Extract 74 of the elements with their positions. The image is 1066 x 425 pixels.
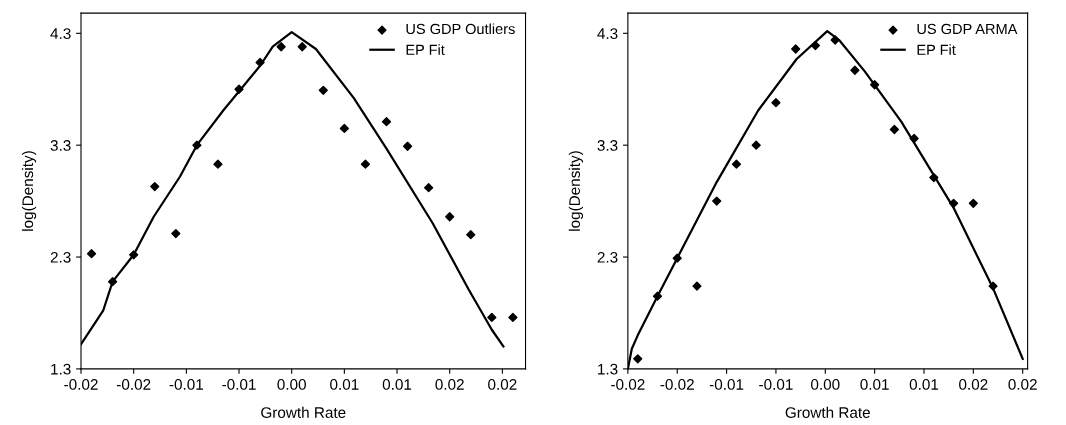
point [445,212,455,222]
x-tick-label: 0.01 [860,379,889,390]
x-tick-label: 0.02 [488,379,517,390]
point [276,42,286,52]
point [731,159,742,169]
y-tick-label: 3.3 [50,140,71,151]
x-tick-label: -0.01 [709,379,744,390]
legend-label: US GDP ARMA [917,23,1018,35]
x-tick-label: 0.01 [382,379,412,390]
legend-label: US GDP Outliers [406,23,515,35]
point [381,117,392,127]
x-tick-label: 0.00 [277,379,306,390]
point [339,123,349,134]
x-tick-label: 0.01 [909,379,939,390]
point [929,172,939,183]
point [318,85,328,95]
x-axis-title: Growth Rate [785,406,870,418]
point [171,228,181,239]
y-tick-label: 2.3 [597,251,618,263]
x-tick-label: 0.02 [959,379,988,390]
point [129,250,139,260]
point [791,44,801,54]
x-tick-label: 0.00 [811,379,840,390]
point [672,253,682,263]
point [968,198,978,208]
point [255,57,265,68]
x-tick-label: 0.02 [1008,379,1037,390]
point [107,277,118,287]
y-axis-title: log(Density) [21,151,37,231]
x-tick-label: -0.02 [660,379,694,390]
point [192,140,202,150]
point [948,198,959,208]
point [402,141,413,151]
point [909,133,919,144]
x-tick-label: -0.01 [222,379,256,390]
x-tick-label: 0.02 [435,379,464,390]
point [751,140,761,150]
point [810,40,821,51]
x-tick-label: -0.02 [611,379,645,390]
x-tick-label: -0.01 [759,379,793,390]
point [712,196,722,206]
x-tick-label: -0.02 [116,379,151,390]
legend-label: EP Fit [406,44,445,55]
point [771,98,781,108]
point [633,354,643,364]
y-tick-label: 1.3 [598,363,618,375]
point [466,230,476,240]
x-tick-label: -0.02 [64,379,98,390]
y-tick-label: 4.3 [597,28,618,39]
point [870,80,880,90]
point [297,42,307,52]
y-tick-label: 3.3 [597,140,618,151]
y-tick-label: 4.3 [50,28,71,39]
point [830,35,840,45]
point [692,281,702,291]
point [652,291,663,301]
y-axis-title: log(Density) [568,151,584,231]
point [850,65,860,75]
point [889,124,899,135]
point [360,159,371,169]
x-tick-label: -0.01 [169,379,204,390]
point [508,312,518,323]
x-tick-label: 0.01 [330,379,359,390]
y-tick-label: 2.3 [50,251,71,263]
legend-label: EP Fit [917,44,956,55]
point [234,84,244,94]
point [213,159,223,169]
point [424,183,434,193]
point [487,312,497,323]
y-tick-label: 1.3 [51,363,71,375]
point [988,281,998,291]
point [150,181,160,192]
point [86,249,97,259]
x-axis-title: Growth Rate [261,406,346,418]
